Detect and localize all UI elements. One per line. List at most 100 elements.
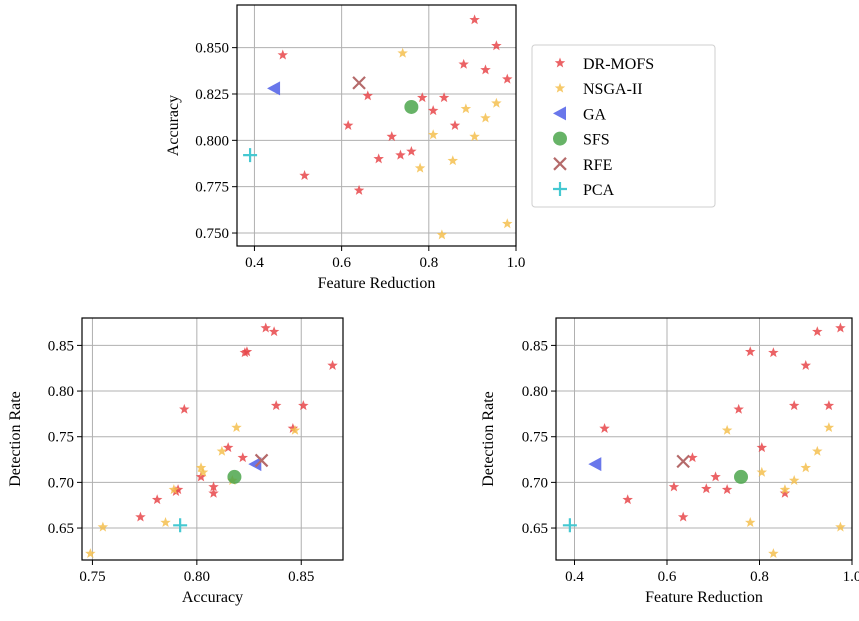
data-point-nsga-ii: [812, 445, 823, 456]
y-tick-label: 0.70: [48, 475, 74, 491]
data-point-dr-mofs: [135, 511, 146, 522]
data-point-sfs: [734, 469, 748, 484]
y-tick-label: 0.775: [195, 180, 229, 196]
series-nsga-ii: [85, 422, 301, 559]
data-point-dr-mofs: [241, 346, 253, 357]
data-point-ga: [588, 457, 602, 472]
data-point-nsga-ii: [231, 422, 242, 433]
legend-label: NSGA-II: [583, 81, 643, 98]
data-point-dr-mofs: [480, 64, 491, 75]
data-point-dr-mofs: [668, 481, 680, 492]
data-point-dr-mofs: [458, 58, 469, 69]
data-point-dr-mofs: [208, 481, 219, 492]
data-point-nsga-ii: [160, 517, 171, 528]
data-point-dr-mofs: [701, 483, 712, 494]
data-point-dr-mofs: [745, 346, 756, 357]
data-point-nsga-ii: [756, 466, 768, 477]
data-point-dr-mofs: [395, 149, 406, 160]
data-point-dr-mofs: [386, 131, 397, 142]
data-point-dr-mofs: [835, 322, 846, 333]
x-tick-label: 0.6: [658, 569, 677, 585]
legend-entry-nsga-ii: NSGA-II: [554, 81, 643, 98]
data-point-dr-mofs: [299, 170, 310, 180]
data-point-nsga-ii: [436, 229, 448, 240]
data-point-rfe: [254, 453, 269, 468]
data-point-nsga-ii: [427, 129, 439, 140]
data-point-dr-mofs: [491, 40, 502, 51]
data-point-nsga-ii: [823, 422, 835, 433]
data-point-nsga-ii: [788, 475, 800, 485]
y-tick-label: 0.75: [48, 430, 74, 446]
y-tick-label: 0.85: [522, 338, 548, 354]
data-point-nsga-ii: [197, 466, 209, 477]
y-tick-label: 0.850: [195, 41, 229, 57]
legend: DR-MOFS NSGA-II GA SFS RFE PCA: [531, 44, 716, 208]
series-ga: [588, 457, 602, 472]
x-tick-label: 1.0: [843, 569, 859, 585]
series-dr-mofs: [135, 322, 338, 522]
y-tick-label: 0.65: [522, 521, 548, 537]
data-point-pca: [562, 518, 577, 533]
series-pca: [562, 518, 577, 533]
x-tick-label: 0.80: [184, 569, 210, 585]
x-tick-label: 0.8: [750, 569, 769, 585]
data-point-dr-mofs: [237, 452, 249, 463]
legend-label: DR-MOFS: [583, 56, 654, 73]
legend-marker-nsga-ii: [554, 82, 566, 93]
x-tick-label: 0.85: [288, 569, 314, 585]
data-point-rfe: [676, 454, 690, 469]
x-tick-label: 0.75: [79, 569, 105, 585]
data-point-nsga-ii: [800, 462, 811, 473]
data-point-dr-mofs: [270, 400, 282, 411]
series-sfs: [227, 469, 242, 484]
data-point-dr-mofs: [342, 120, 354, 130]
series-sfs: [404, 99, 419, 114]
data-point-dr-mofs: [687, 452, 698, 463]
data-point-dr-mofs: [788, 400, 800, 411]
data-point-rfe: [352, 76, 366, 90]
data-point-nsga-ii: [447, 155, 459, 166]
data-point-nsga-ii: [491, 97, 502, 108]
data-point-dr-mofs: [677, 511, 689, 522]
legend-frame: [531, 44, 716, 208]
data-point-pca: [243, 148, 258, 163]
data-point-nsga-ii: [768, 548, 779, 559]
data-point-nsga-ii: [745, 517, 756, 528]
data-point-dr-mofs: [353, 184, 365, 195]
data-point-dr-mofs: [260, 322, 271, 333]
data-point-ga: [267, 81, 281, 96]
data-point-dr-mofs: [710, 471, 721, 482]
series-rfe: [254, 453, 269, 468]
data-point-nsga-ii: [97, 521, 109, 532]
legend-marker-dr-mofs: [554, 57, 566, 68]
data-point-dr-mofs: [406, 145, 417, 156]
series-ga: [248, 457, 262, 472]
data-point-dr-mofs: [172, 484, 184, 495]
data-point-dr-mofs: [469, 14, 480, 25]
data-point-dr-mofs: [417, 92, 428, 103]
legend-entry-dr-mofs: DR-MOFS: [554, 56, 654, 73]
series-pca: [243, 148, 258, 163]
x-tick-label: 1.0: [507, 255, 526, 271]
y-tick-label: 0.750: [195, 226, 229, 242]
data-point-dr-mofs: [427, 105, 439, 116]
data-point-dr-mofs: [823, 400, 835, 411]
y-tick-label: 0.75: [522, 430, 548, 446]
series-ga: [267, 81, 281, 96]
data-point-dr-mofs: [298, 400, 309, 411]
y-tick-label: 0.80: [48, 384, 74, 400]
data-point-dr-mofs: [222, 442, 234, 453]
data-point-nsga-ii: [460, 103, 472, 114]
x-tick-label: 0.6: [332, 255, 351, 271]
legend-marker-sfs: [553, 131, 567, 146]
series-pca: [173, 518, 188, 533]
y-tick-label: 0.65: [48, 521, 74, 537]
data-point-dr-mofs: [733, 403, 744, 414]
data-point-dr-mofs: [179, 403, 190, 414]
data-point-dr-mofs: [438, 92, 450, 103]
x-tick-label: 0.4: [565, 569, 584, 585]
data-point-dr-mofs: [812, 326, 823, 337]
legend-marker-rfe: [553, 157, 567, 171]
data-point-sfs: [227, 469, 242, 484]
